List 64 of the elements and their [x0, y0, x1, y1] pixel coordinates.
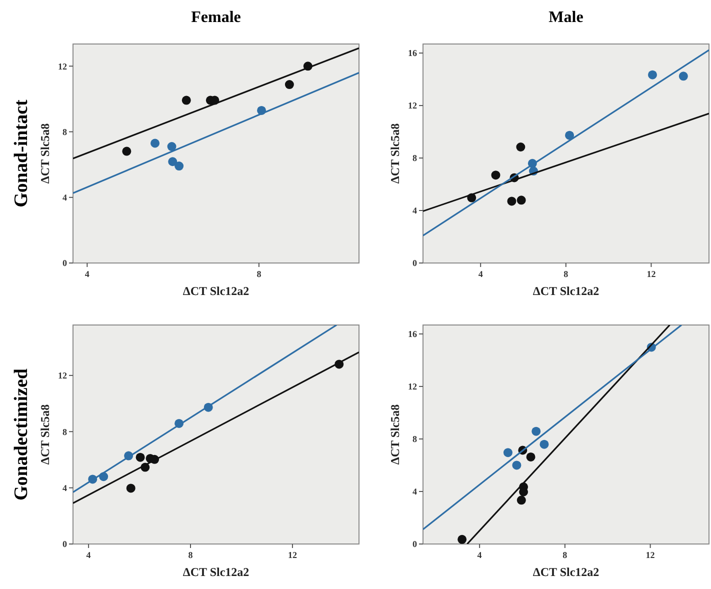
point	[532, 426, 541, 436]
point	[150, 138, 160, 148]
y-axis-title: ΔCT Slc5a8	[388, 123, 402, 184]
point	[174, 162, 184, 171]
point	[458, 534, 467, 544]
y-tick-label: 8	[412, 434, 418, 444]
point	[182, 96, 191, 105]
point	[526, 452, 536, 462]
x-axis-title: ΔCT Slc12a2	[182, 565, 250, 579]
y-tick-label: 8	[62, 426, 68, 437]
x-tick-label: 12	[288, 550, 298, 560]
point	[122, 146, 132, 156]
y-tick-label: 12	[408, 382, 418, 392]
y-tick-label: 0	[62, 539, 68, 550]
y-tick-label: 12	[408, 100, 418, 111]
x-tick-label: 12	[646, 550, 656, 560]
chart-title: Male	[548, 9, 584, 26]
point	[284, 80, 294, 90]
x-tick-label: 4	[478, 269, 484, 279]
y-axis-title: ΔCT Slc5a8	[38, 404, 52, 465]
x-axis-title: ΔCT Slc12a2	[532, 565, 600, 579]
x-tick-label: 4	[84, 269, 90, 279]
y-tick-label: 4	[412, 486, 418, 497]
y-tick-label: 0	[412, 258, 418, 268]
x-axis-title: ΔCT Slc12a2	[182, 284, 250, 298]
y-tick-label: 8	[62, 126, 68, 137]
y-tick-label: 4	[62, 192, 68, 203]
point	[512, 460, 522, 470]
x-tick-label: 8	[188, 550, 194, 560]
point	[678, 72, 688, 81]
y-tick-label: 12	[58, 61, 68, 72]
x-axis-title: ΔCT Slc12a2	[532, 284, 600, 298]
y-tick-label: 4	[62, 482, 68, 493]
point	[503, 448, 512, 458]
point	[516, 142, 526, 152]
point	[136, 452, 145, 462]
y-tick-label: 0	[412, 539, 418, 550]
y-tick-label: 4	[412, 206, 418, 216]
text: Gonadectimized	[11, 368, 32, 500]
point	[507, 196, 516, 206]
y-tick-label: 16	[408, 48, 418, 58]
point	[126, 484, 136, 493]
y-axis-title: ΔCT Slc5a8	[38, 123, 52, 184]
x-tick-label: 8	[564, 269, 569, 279]
x-tick-label: 12	[646, 269, 656, 279]
point	[540, 440, 549, 449]
point	[516, 496, 526, 505]
y-axis-title: ΔCT Slc5a8	[388, 404, 402, 465]
point	[491, 170, 500, 180]
point	[565, 130, 574, 140]
point	[168, 157, 178, 166]
point	[648, 70, 657, 80]
point	[167, 142, 176, 152]
text: Gonad-intact	[11, 99, 32, 208]
point	[516, 196, 526, 205]
x-tick-label: 8	[256, 269, 262, 279]
y-tick-label: 0	[62, 258, 68, 268]
x-tick-label: 4	[477, 550, 482, 560]
x-tick-label: 8	[562, 550, 568, 560]
x-tick-label: 4	[86, 550, 92, 560]
y-tick-label: 16	[408, 329, 418, 340]
y-tick-label: 8	[412, 153, 418, 164]
chart-title: Female	[191, 9, 241, 26]
y-tick-label: 12	[58, 370, 68, 381]
